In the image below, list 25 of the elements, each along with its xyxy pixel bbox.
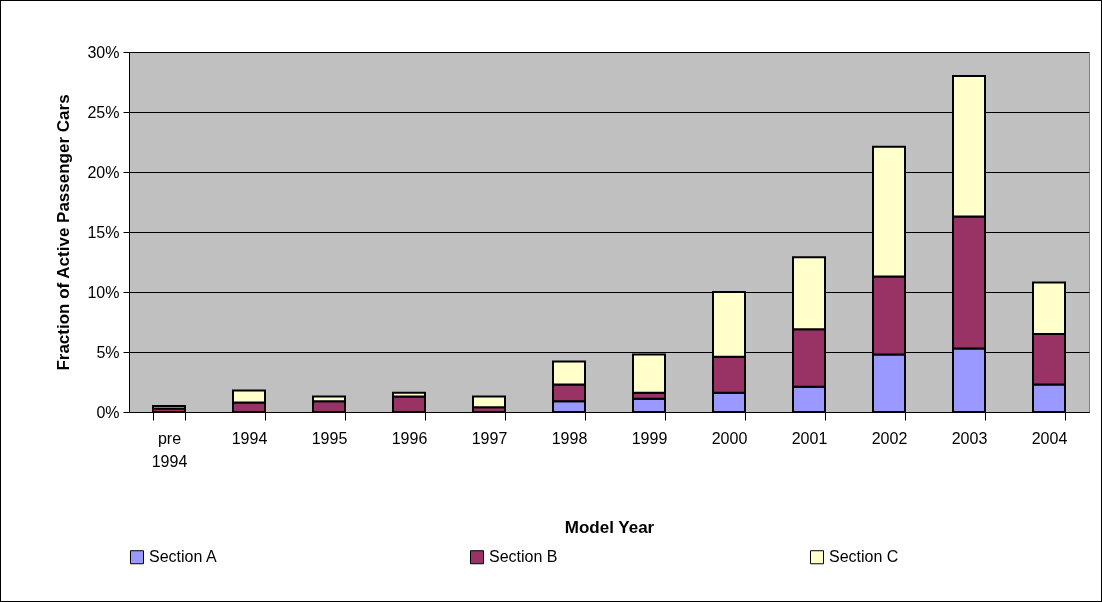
legend-label: Section A [149, 548, 217, 566]
x-tick-label: 1999 [631, 429, 668, 447]
y-tick-label: 30% [87, 43, 120, 61]
x-tick-label: 2004 [1031, 429, 1068, 447]
legend-label: Section C [829, 548, 899, 566]
legend-label: Section B [489, 548, 558, 566]
y-tick-label: 10% [87, 283, 120, 301]
x-tick-label: 2000 [711, 429, 748, 447]
x-tick-label: pre 1994 [151, 429, 188, 470]
x-axis-title: Model Year [564, 517, 655, 537]
x-tick-label: 2003 [951, 429, 988, 447]
y-tick-label: 5% [96, 343, 120, 361]
y-tick-label: 25% [87, 103, 120, 121]
x-tick-label: 2002 [871, 429, 908, 447]
bar [472, 395, 506, 409]
x-tick-label: 1997 [471, 429, 508, 447]
y-axis-title: Fraction of Active Passenger Cars [54, 94, 74, 371]
x-tick-label: 1995 [311, 429, 348, 447]
y-tick-label: 15% [87, 223, 120, 241]
x-tick-label: 1996 [391, 429, 428, 447]
y-tick-label: 0% [96, 403, 120, 421]
x-tick-label: 2001 [791, 429, 828, 447]
x-tick-label: 1994 [231, 429, 268, 447]
y-tick-label: 20% [87, 163, 120, 181]
x-tick-label: 1998 [551, 429, 588, 447]
